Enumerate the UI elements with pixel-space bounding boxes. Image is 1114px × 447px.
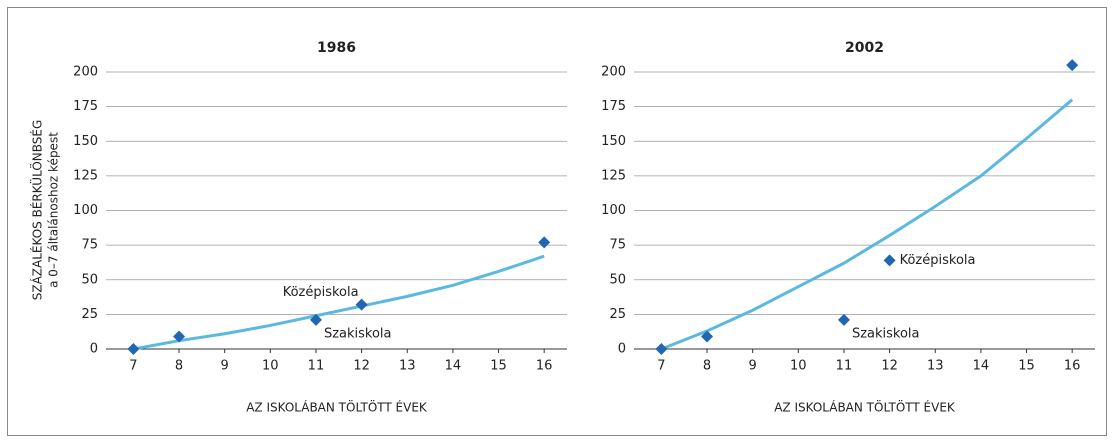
x-tick-label: 15 xyxy=(1018,359,1035,374)
y-tick-label: 0 xyxy=(618,342,626,357)
point xyxy=(173,330,186,343)
y-tick-label: 100 xyxy=(601,203,626,218)
point xyxy=(538,236,551,249)
x-tick-label: 16 xyxy=(1064,359,1081,374)
y-axis-label: a 0–7 általánoshoz képest xyxy=(47,132,61,288)
y-tick-label: 150 xyxy=(601,134,626,149)
x-tick-label: 10 xyxy=(790,359,807,374)
point-label: Középiskola xyxy=(283,285,359,300)
y-tick-label: 25 xyxy=(609,307,626,322)
y-tick-label: 125 xyxy=(73,168,98,183)
y-axis-label: SZÁZALÉKOS BÉRKÜLÖNBSÉG xyxy=(29,120,45,301)
y-tick-label: 100 xyxy=(73,203,98,218)
x-tick-label: 14 xyxy=(973,359,990,374)
point xyxy=(127,343,140,355)
x-tick-label: 13 xyxy=(927,359,944,374)
point xyxy=(355,298,368,311)
point-label: Középiskola xyxy=(900,253,976,268)
y-tick-label: 75 xyxy=(609,238,626,253)
x-tick-label: 8 xyxy=(175,359,183,374)
x-tick-label: 8 xyxy=(703,359,711,374)
x-tick-label: 11 xyxy=(836,359,853,374)
x-tick-label: 9 xyxy=(749,359,757,374)
x-tick-label: 12 xyxy=(881,359,898,374)
y-tick-label: 50 xyxy=(609,272,626,287)
x-axis-label: AZ ISKOLÁBAN TÖLTÖTT ÉVEK xyxy=(774,399,956,415)
chart-title: 2002 xyxy=(845,40,884,56)
y-tick-label: 0 xyxy=(90,342,98,357)
y-tick-label: 25 xyxy=(81,307,98,322)
x-tick-label: 7 xyxy=(657,359,665,374)
point-label: Szakiskola xyxy=(324,326,392,341)
point-label: Szakiskola xyxy=(852,326,920,341)
x-tick-label: 12 xyxy=(353,359,370,374)
point xyxy=(309,313,322,326)
y-tick-label: 75 xyxy=(81,238,98,253)
point xyxy=(701,330,714,343)
y-tick-label: 200 xyxy=(601,65,626,80)
x-tick-label: 14 xyxy=(445,359,462,374)
y-tick-label: 50 xyxy=(81,272,98,287)
x-tick-label: 16 xyxy=(536,359,553,374)
x-tick-label: 10 xyxy=(262,359,279,374)
point xyxy=(1066,59,1079,72)
point xyxy=(837,313,850,326)
y-tick-label: 125 xyxy=(601,168,626,183)
x-tick-label: 13 xyxy=(399,359,416,374)
chart-title: 1986 xyxy=(317,40,356,56)
frame xyxy=(7,7,1107,436)
fit-line xyxy=(660,98,1074,351)
x-tick-label: 15 xyxy=(490,359,507,374)
y-tick-label: 175 xyxy=(601,99,626,114)
x-tick-label: 9 xyxy=(221,359,229,374)
point xyxy=(883,254,896,267)
fit-line xyxy=(133,254,545,351)
x-axis-label: AZ ISKOLÁBAN TÖLTÖTT ÉVEK xyxy=(246,399,428,415)
y-tick-label: 200 xyxy=(73,65,98,80)
y-tick-label: 150 xyxy=(73,134,98,149)
x-tick-label: 11 xyxy=(308,359,325,374)
x-tick-label: 7 xyxy=(129,359,137,374)
y-tick-label: 175 xyxy=(73,99,98,114)
point xyxy=(655,343,668,355)
